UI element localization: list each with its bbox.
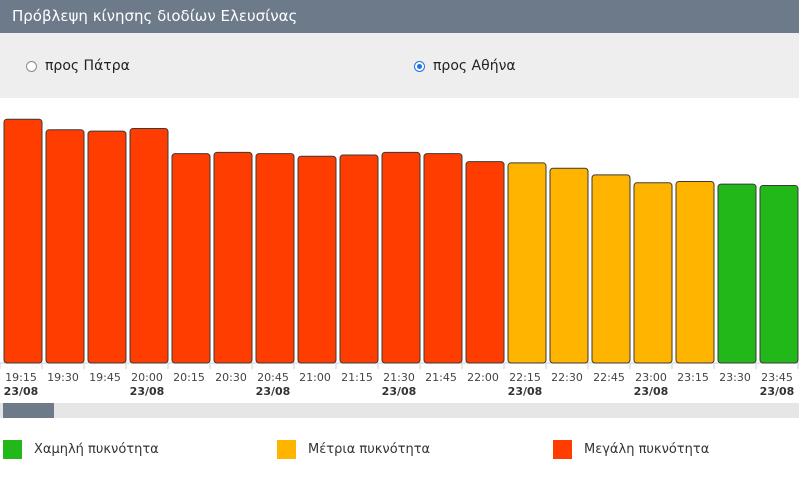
chart-bar[interactable]: [549, 167, 589, 364]
legend-label-low: Χαμηλή πυκνότητα: [34, 441, 159, 457]
radio-label-patra[interactable]: προς Πάτρα: [45, 58, 130, 74]
chart-bar[interactable]: [339, 154, 379, 364]
chart-bar[interactable]: [45, 129, 85, 364]
x-date-label: 23/08: [256, 385, 291, 398]
x-tick-label: 22:45: [593, 371, 625, 384]
x-tick-label: 23:30: [719, 371, 751, 384]
x-tick-label: 19:30: [47, 371, 79, 384]
chart-bar[interactable]: [759, 184, 799, 364]
chart-bar[interactable]: [717, 183, 757, 364]
radio-option-athina[interactable]: προς Αθήνα: [414, 57, 516, 75]
x-tick-label: 22:30: [551, 371, 583, 384]
legend-label-medium: Μέτρια πυκνότητα: [308, 441, 431, 457]
legend-swatch-medium: [277, 439, 296, 459]
x-date-label: 23/08: [508, 385, 543, 398]
legend-item-high: Μεγάλη πυκνότητα: [553, 436, 709, 462]
legend-swatch-high: [553, 439, 572, 459]
chart-bar[interactable]: [213, 151, 253, 364]
chart-bar[interactable]: [675, 180, 715, 364]
radio-button-athina[interactable]: [414, 60, 425, 72]
chart-bar[interactable]: [507, 162, 547, 364]
x-date-label: 23/08: [760, 385, 795, 398]
x-date-label: 23/08: [382, 385, 417, 398]
chart-bar[interactable]: [591, 174, 631, 364]
page-title: Πρόβλεψη κίνησης διοδίων Ελευσίνας: [12, 7, 298, 25]
x-tick-label: 23:15: [677, 371, 709, 384]
chart-bar[interactable]: [255, 153, 295, 364]
x-tick-label: 19:15: [5, 371, 37, 384]
radio-button-patra[interactable]: [26, 60, 37, 72]
x-tick-label: 21:45: [425, 371, 457, 384]
x-tick-label: 23:45: [761, 371, 793, 384]
chart-bar[interactable]: [87, 130, 127, 364]
x-tick-label: 21:00: [299, 371, 331, 384]
legend-swatch-low: [3, 439, 22, 459]
x-date-label: 23/08: [634, 385, 669, 398]
scrollbar-thumb[interactable]: [3, 403, 54, 418]
x-tick-label: 19:45: [89, 371, 121, 384]
x-tick-label: 21:30: [383, 371, 415, 384]
legend-item-medium: Μέτρια πυκνότητα: [277, 436, 430, 462]
chart-bar[interactable]: [465, 161, 505, 364]
x-tick-label: 21:15: [341, 371, 373, 384]
x-tick-label: 20:00: [131, 371, 163, 384]
x-date-label: 23/08: [130, 385, 165, 398]
radio-label-athina[interactable]: προς Αθήνα: [433, 58, 516, 74]
chart-bar[interactable]: [381, 151, 421, 364]
chart-bar[interactable]: [423, 153, 463, 364]
x-tick-label: 23:00: [635, 371, 667, 384]
x-tick-label: 20:30: [215, 371, 247, 384]
x-tick-label: 20:45: [257, 371, 289, 384]
radio-option-patra[interactable]: προς Πάτρα: [26, 57, 130, 75]
chart-bar[interactable]: [633, 182, 673, 364]
chart-bar[interactable]: [297, 155, 337, 364]
chart-bar[interactable]: [171, 153, 211, 364]
x-tick-label: 22:15: [509, 371, 541, 384]
chart-bar[interactable]: [129, 127, 169, 364]
direction-selector: προς Πάτρα προς Αθήνα: [0, 33, 799, 98]
legend-item-low: Χαμηλή πυκνότητα: [3, 436, 159, 462]
x-date-label: 23/08: [4, 385, 39, 398]
x-tick-label: 22:00: [467, 371, 499, 384]
chart-bar[interactable]: [3, 118, 43, 364]
x-tick-label: 20:15: [173, 371, 205, 384]
chart-scrollbar[interactable]: [0, 403, 799, 418]
header-bar: Πρόβλεψη κίνησης διοδίων Ελευσίνας: [0, 0, 799, 33]
legend-label-high: Μεγάλη πυκνότητα: [584, 441, 710, 457]
